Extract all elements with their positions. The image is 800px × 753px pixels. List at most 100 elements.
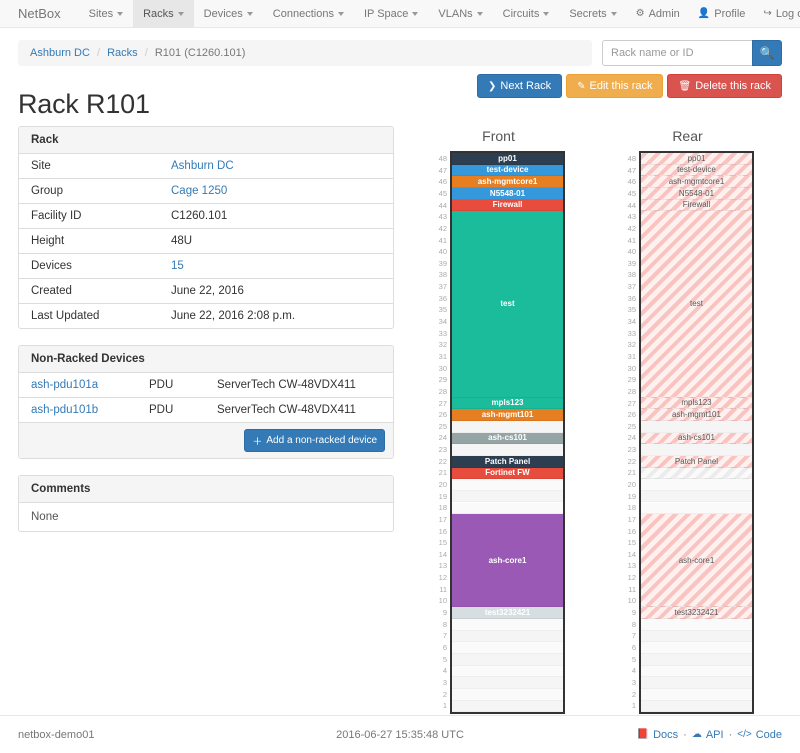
rack-device-fortinet-fw[interactable]: Fortinet FW — [452, 467, 563, 480]
rack-device-patch-panel[interactable]: Patch Panel — [641, 455, 752, 468]
edit-rack-button[interactable]: ✎ Edit this rack — [566, 74, 664, 98]
rack-device-ash-cs101[interactable]: ash-cs101 — [641, 432, 752, 445]
add-non-racked-device-button[interactable]: ＋ Add a non-racked device — [244, 429, 385, 452]
rack-attr-link[interactable]: 15 — [171, 260, 184, 272]
rack-device-mpls123[interactable]: mpls123 — [641, 397, 752, 410]
nav-item-profile[interactable]: 👤 Profile — [689, 0, 755, 27]
rack-device-firewall[interactable]: Firewall — [641, 199, 752, 212]
rack-unit-slot[interactable] — [641, 479, 752, 491]
rack-unit-slot[interactable] — [452, 653, 563, 666]
rack-device-n5548-01[interactable]: N5548-01 — [452, 187, 563, 200]
non-racked-device-name[interactable]: ash-pdu101a — [19, 373, 137, 398]
nav-item-devices[interactable]: Devices — [194, 0, 263, 27]
rack-unit-label: 30 — [438, 363, 447, 373]
rack-unit-label: 19 — [438, 491, 447, 501]
main-row: Rack Site Ashburn DC Group Cage 1250 Facilit… — [18, 126, 782, 714]
rack-unit-slot[interactable] — [452, 619, 563, 631]
breadcrumb-site[interactable]: Ashburn DC — [30, 47, 90, 59]
rack-unit-slot[interactable] — [452, 444, 563, 456]
plus-icon: ＋ — [252, 437, 263, 448]
rack-device-ash-mgmt101[interactable]: ash-mgmt101 — [452, 409, 563, 421]
non-racked-device-name[interactable]: ash-pdu101b — [19, 397, 137, 422]
footer-link-api[interactable]: ☁ API — [692, 729, 724, 741]
rack-device-ash-cs101[interactable]: ash-cs101 — [452, 432, 563, 445]
rack-unit-slot[interactable] — [452, 700, 563, 713]
rack-device-test[interactable]: test — [452, 211, 563, 398]
rack-unit-slot[interactable] — [641, 677, 752, 689]
rack-device-test-device[interactable]: test-device — [452, 164, 563, 177]
rack-unit-slot[interactable] — [452, 630, 563, 643]
rack-device-test3232421[interactable]: test3232421 — [641, 607, 752, 619]
rack-unit-slot[interactable] — [641, 502, 752, 515]
non-racked-device-link[interactable]: ash-pdu101a — [31, 379, 99, 391]
rack-attr-link[interactable]: Cage 1250 — [171, 185, 228, 197]
nav-item-sites[interactable]: Sites — [79, 0, 133, 27]
rack-device-pp01[interactable]: pp01 — [641, 153, 752, 165]
rack-device-ash-core1[interactable]: ash-core1 — [641, 514, 752, 608]
nav-item-log-out[interactable]: ↪Log out — [754, 0, 800, 27]
non-racked-device-link[interactable]: ash-pdu101b — [31, 404, 99, 416]
nav-item-circuits[interactable]: Circuits — [493, 0, 560, 27]
rack-device-label: ash-cs101 — [488, 433, 527, 443]
rear-elevation-title: Rear — [672, 128, 703, 144]
rack-device-pp01[interactable]: pp01 — [452, 153, 563, 165]
search-icon: 🔍 — [759, 46, 775, 60]
footer-link-docs[interactable]: 📕 Docs — [637, 729, 679, 741]
rack-device-ash-mgmtcore1[interactable]: ash-mgmtcore1 — [452, 176, 563, 188]
rack-unit-slot[interactable] — [452, 420, 563, 433]
brand-logo[interactable]: NetBox — [18, 6, 61, 21]
rack-unit-label: 38 — [627, 270, 636, 280]
rack-unit-slot[interactable] — [641, 688, 752, 701]
nav-item-vlans[interactable]: VLANs — [428, 0, 492, 27]
footer-link-code[interactable]: </> Code — [737, 729, 782, 741]
rack-unit-slot[interactable] — [641, 665, 752, 678]
rack-unit-slot[interactable] — [641, 420, 752, 433]
rack-unit-label: 9 — [442, 608, 447, 618]
rack-device-n5548-01[interactable]: N5548-01 — [641, 187, 752, 200]
rack-unit-slot[interactable] — [452, 490, 563, 503]
rack-unit-slot[interactable] — [641, 700, 752, 713]
rack-device-test3232421[interactable]: test3232421 — [452, 607, 563, 619]
rack-unit-slot[interactable] — [452, 479, 563, 491]
rack-unit-label: 7 — [442, 631, 447, 641]
rack-unit-label: 42 — [627, 223, 636, 233]
nav-item-ip-space[interactable]: IP Space — [354, 0, 428, 27]
rack-attr-value[interactable]: Cage 1250 — [159, 178, 393, 204]
nav-item-connections[interactable]: Connections — [263, 0, 354, 27]
rack-unit-slot[interactable] — [641, 619, 752, 631]
nav-item-secrets[interactable]: Secrets — [559, 0, 626, 27]
rack-device-mpls123[interactable]: mpls123 — [452, 397, 563, 410]
nav-item-admin[interactable]: ⚙ Admin — [627, 0, 689, 27]
rack-unit-slot[interactable] — [641, 630, 752, 643]
rack-unit-slot[interactable] — [452, 665, 563, 678]
rack-attr-link[interactable]: Ashburn DC — [171, 160, 234, 172]
rack-unit-slot[interactable] — [641, 444, 752, 456]
nav-item-racks[interactable]: Racks — [133, 0, 194, 27]
breadcrumb-racks[interactable]: Racks — [107, 47, 138, 59]
add-non-racked-device-label: Add a non-racked device — [266, 435, 377, 446]
rack-device-patch-panel[interactable]: Patch Panel — [452, 455, 563, 468]
rack-unit-slot[interactable] — [452, 502, 563, 515]
search-input[interactable] — [602, 40, 752, 66]
rack-unit-slot[interactable] — [452, 688, 563, 701]
rack-device-ash-mgmt101[interactable]: ash-mgmt101 — [641, 409, 752, 421]
rack-device-firewall[interactable]: Firewall — [452, 199, 563, 212]
rack-unit-slot[interactable] — [641, 490, 752, 503]
rack-attr-label: Facility ID — [19, 203, 159, 229]
rack-device-test[interactable]: test — [641, 211, 752, 398]
rack-attr-value[interactable]: 15 — [159, 253, 393, 279]
next-rack-button[interactable]: ❯ Next Rack — [476, 74, 563, 98]
rack-device-label: N5548-01 — [678, 188, 715, 198]
rack-attr-value[interactable]: Ashburn DC — [159, 154, 393, 179]
search-button[interactable]: 🔍 — [752, 40, 782, 66]
delete-rack-button[interactable]: 🗑 Delete this rack — [667, 74, 782, 98]
rack-device-fortinet-fw[interactable]: Fortinet FW — [641, 467, 752, 480]
rack-unit-slot[interactable] — [452, 677, 563, 689]
rack-device-ash-core1[interactable]: ash-core1 — [452, 514, 563, 608]
rack-unit-label: 23 — [627, 445, 636, 455]
rack-device-test-device[interactable]: test-device — [641, 164, 752, 177]
rack-device-ash-mgmtcore1[interactable]: ash-mgmtcore1 — [641, 176, 752, 188]
rack-unit-slot[interactable] — [641, 642, 752, 654]
rack-unit-slot[interactable] — [641, 653, 752, 666]
rack-unit-slot[interactable] — [452, 642, 563, 654]
